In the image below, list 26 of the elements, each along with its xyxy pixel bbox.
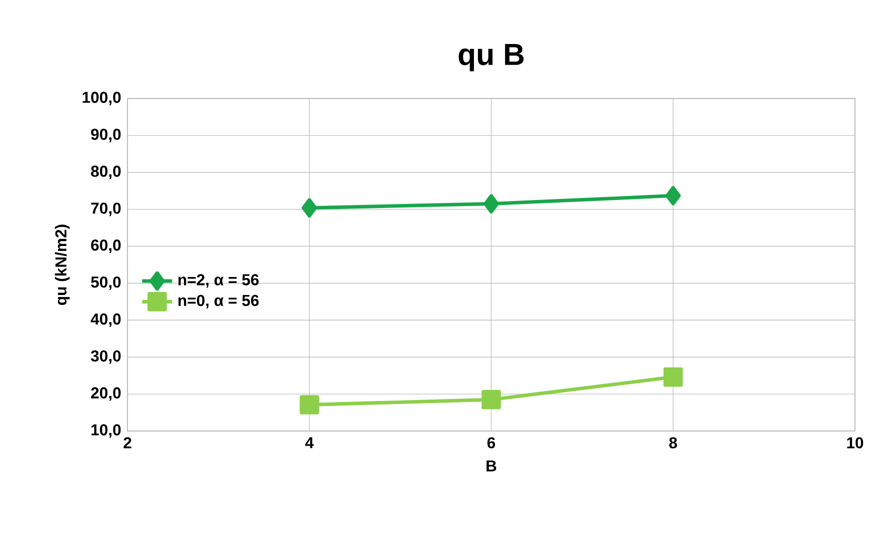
y-tick-label: 40,0	[90, 313, 121, 327]
y-axis-title: qu (kN/m2)	[54, 224, 70, 305]
x-tick-label: 2	[124, 437, 132, 448]
legend-label: n=0, α = 56	[178, 294, 259, 308]
legend-label: n=2, α = 56	[178, 274, 259, 288]
y-tick-label: 80,0	[91, 166, 121, 180]
point	[482, 390, 501, 410]
y-tick-label: 10,0	[92, 424, 121, 438]
y-tick-label: 20,0	[91, 387, 121, 401]
point	[663, 367, 683, 387]
y-tick-label: 50,0	[91, 276, 121, 290]
x-axis-title: B	[486, 460, 496, 472]
x-tick-label: 10	[847, 437, 864, 448]
point	[665, 186, 681, 206]
chart-title: qu B	[458, 44, 524, 72]
x-tick-label: 6	[487, 437, 496, 448]
y-tick-label: 30,0	[90, 350, 121, 364]
y-tick-label: 70,0	[91, 202, 121, 216]
y-tick-label: 90,0	[91, 128, 121, 142]
point	[484, 194, 499, 214]
y-tick-label: 100,0	[82, 92, 121, 106]
y-tick-label: 60,0	[91, 240, 121, 254]
point	[302, 198, 318, 218]
x-tick-label: 8	[669, 437, 678, 448]
x-tick-label: 4	[305, 437, 314, 448]
point	[300, 395, 320, 414]
